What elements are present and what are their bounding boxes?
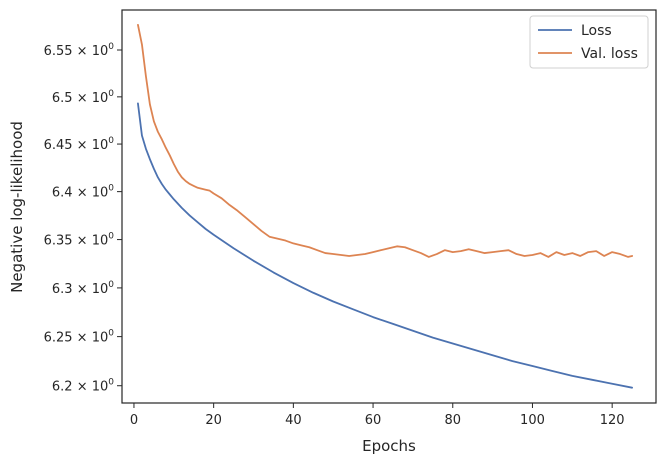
x-axis: 0 20 40 60 80 100 120 <box>130 403 625 428</box>
x-tick-label-3: 60 <box>365 413 382 428</box>
x-tick-label-1: 20 <box>205 413 222 428</box>
x-tick-label-0: 0 <box>130 413 138 428</box>
y-tick-label-5: 6.45 × 100 <box>44 136 115 153</box>
legend: Loss Val. loss <box>529 15 649 69</box>
x-tick-label-5: 100 <box>520 413 545 428</box>
y-tick-label-2: 6.3 × 100 <box>52 280 114 297</box>
y-tick-label-1: 6.25 × 100 <box>44 329 115 346</box>
x-tick-label-2: 40 <box>285 413 302 428</box>
y-tick-label-7: 6.55 × 100 <box>44 42 115 59</box>
x-tick-label-4: 80 <box>444 413 461 428</box>
y-tick-label-3: 6.35 × 100 <box>44 232 115 249</box>
plot-frame <box>121 9 657 404</box>
y-tick-label-4: 6.4 × 100 <box>52 184 114 201</box>
legend-label-loss: Loss <box>581 23 612 39</box>
x-tick-label-6: 120 <box>600 413 625 428</box>
y-tick-label-0: 6.2 × 100 <box>52 378 114 395</box>
legend-label-val-loss: Val. loss <box>581 46 638 62</box>
y-axis-label: Negative log-likelihood <box>8 121 26 293</box>
y-tick-label-6: 6.5 × 100 <box>52 89 114 106</box>
x-axis-label: Epochs <box>362 437 416 455</box>
y-axis: 6.2 × 100 6.25 × 100 6.3 × 100 6.35 × 100 6.… <box>44 42 122 395</box>
series-layer <box>137 23 633 389</box>
series-line-0 <box>137 102 633 389</box>
series-line-1 <box>137 23 633 258</box>
legend-box <box>529 15 649 69</box>
plot-area <box>122 10 656 403</box>
